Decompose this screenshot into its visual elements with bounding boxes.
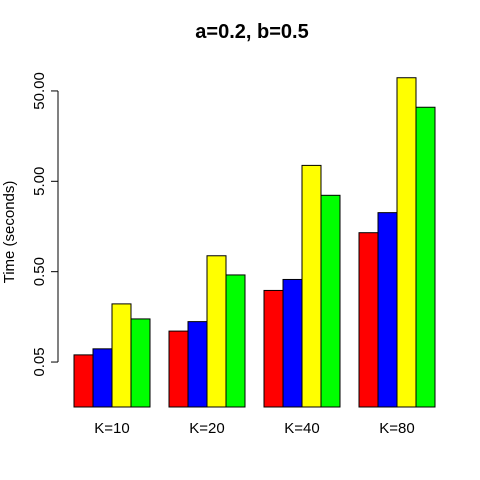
bar bbox=[187, 321, 208, 408]
bar bbox=[320, 194, 341, 408]
bar bbox=[73, 354, 94, 408]
y-axis-label: Time (seconds) bbox=[1, 181, 18, 284]
bar bbox=[282, 278, 303, 408]
x-tick-label: K=20 bbox=[189, 420, 224, 437]
bar bbox=[206, 255, 227, 408]
y-axis-ticks: 0.05 0.50 5.00 50.00 bbox=[31, 72, 58, 377]
x-tick-label: K=40 bbox=[284, 420, 319, 437]
bar-group bbox=[358, 77, 436, 408]
bar bbox=[130, 318, 151, 408]
bar-group bbox=[263, 164, 341, 408]
x-axis-labels: K=10 K=20 K=40 K=80 bbox=[94, 420, 414, 437]
bar bbox=[168, 330, 189, 408]
bar-groups bbox=[73, 77, 436, 408]
bar bbox=[263, 289, 284, 408]
bar bbox=[396, 77, 417, 408]
bar-group bbox=[73, 303, 151, 408]
y-tick-label: 0.05 bbox=[31, 347, 48, 376]
y-tick-label: 0.50 bbox=[31, 257, 48, 286]
bar bbox=[301, 164, 322, 408]
bar bbox=[377, 212, 398, 408]
bar bbox=[111, 303, 132, 408]
x-tick-label: K=80 bbox=[379, 420, 414, 437]
bar bbox=[92, 348, 113, 408]
bar-group bbox=[168, 255, 246, 408]
x-tick-label: K=10 bbox=[94, 420, 129, 437]
bar bbox=[415, 106, 436, 408]
chart-title: a=0.2, b=0.5 bbox=[195, 21, 308, 43]
y-tick-label: 5.00 bbox=[31, 167, 48, 196]
bar bbox=[358, 232, 379, 408]
y-tick-label: 50.00 bbox=[31, 72, 48, 110]
bar bbox=[225, 274, 246, 408]
